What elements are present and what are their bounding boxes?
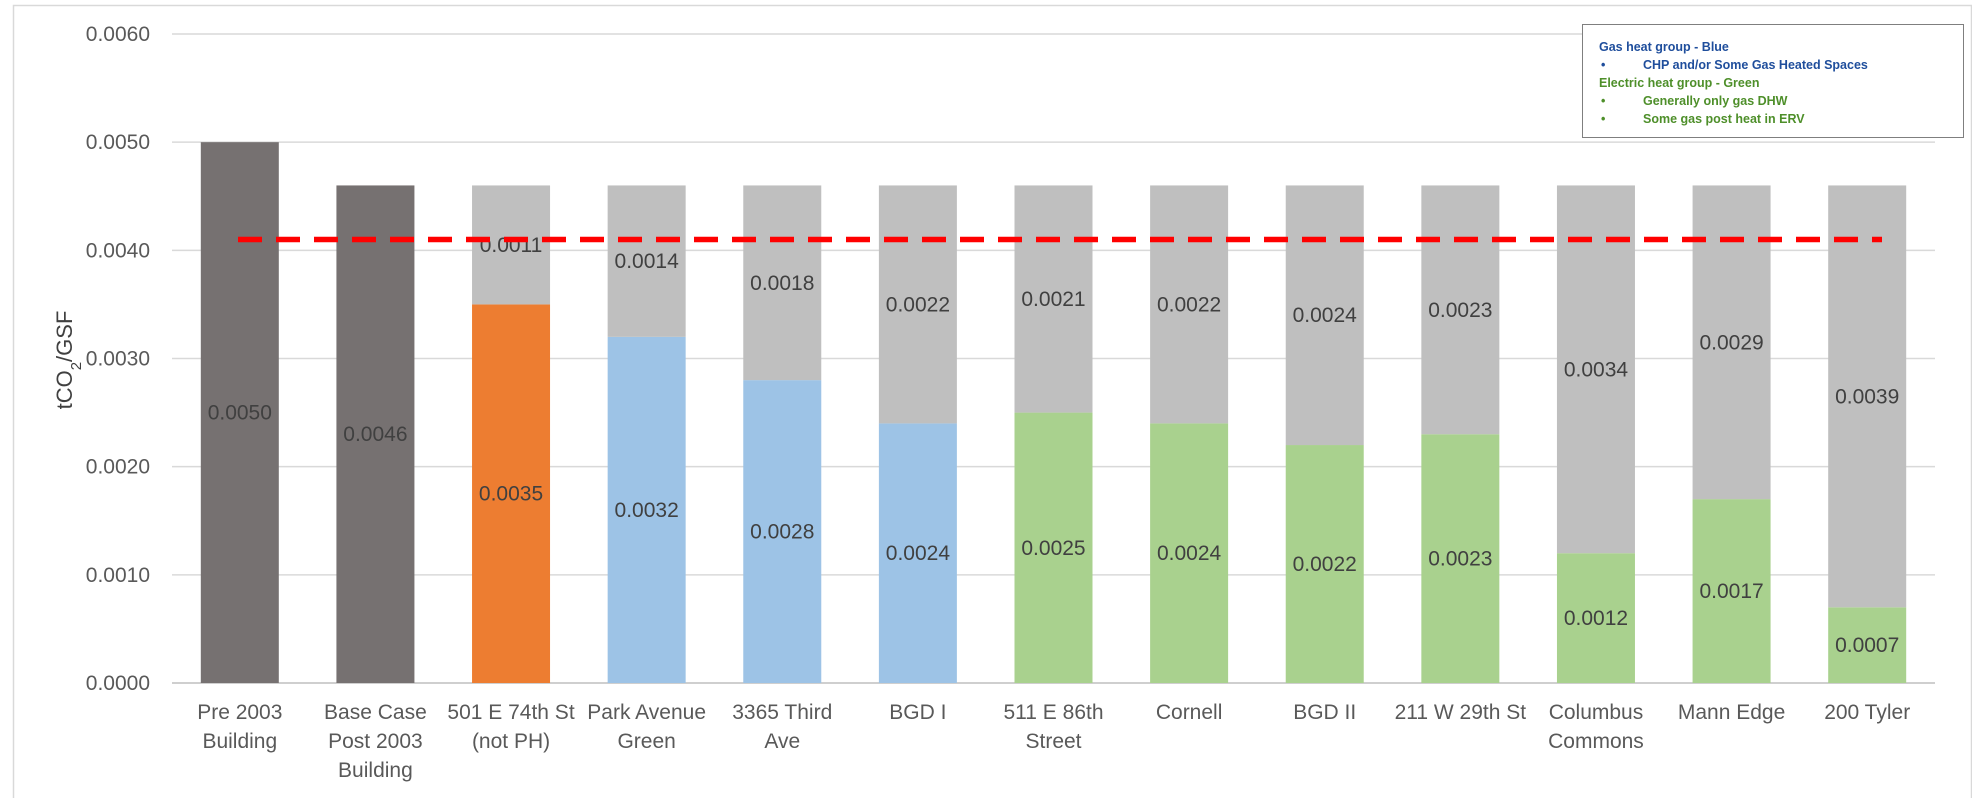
data-label-top: 0.0014 [615, 250, 680, 273]
legend-text: Some gas post heat in ERV [1643, 112, 1805, 126]
bar-top [472, 185, 551, 305]
bar-bottom [1150, 423, 1229, 683]
data-label-bottom: 0.0007 [1835, 634, 1899, 657]
data-label-bottom: 0.0012 [1564, 607, 1628, 630]
x-tick-label: Columbus Commons [1548, 701, 1644, 753]
y-axis-title: tCO2/GSF [52, 311, 85, 410]
y-tick-label: 0.0050 [86, 131, 150, 154]
data-label-top: 0.0029 [1699, 331, 1763, 354]
legend-text: CHP and/or Some Gas Heated Spaces [1643, 58, 1868, 72]
bar-bottom [878, 423, 957, 683]
bar-bottom [1421, 434, 1500, 683]
bar-bottom [1692, 499, 1771, 683]
y-tick-label: 0.0030 [86, 348, 150, 371]
bar-bottom [472, 304, 551, 683]
x-tick-label: 511 E 86th Street [1003, 701, 1103, 753]
legend-entry: Electric heat group - Green [1599, 74, 1963, 92]
x-tick-label: 211 W 29th St [1395, 701, 1527, 724]
x-tick-label: Cornell [1156, 701, 1223, 724]
data-label-top: 0.0023 [1428, 299, 1492, 322]
x-tick-label: BGD II [1293, 701, 1356, 724]
x-tick-label: Pre 2003 Building [197, 701, 282, 753]
y-tick-label: 0.0010 [86, 564, 150, 587]
legend-entry: • Generally only gas DHW [1599, 92, 1963, 110]
bar-bottom [1014, 412, 1093, 683]
bar-top [1285, 185, 1364, 446]
x-tick-label: Base Case Post 2003 Building [324, 701, 427, 782]
bar-bottom [743, 380, 822, 683]
data-label-bottom: 0.0024 [886, 542, 951, 565]
x-tick-label: Park Avenue Green [587, 701, 706, 753]
y-tick-label: 0.0000 [86, 672, 150, 695]
data-label-top: 0.0022 [1157, 293, 1221, 316]
y-tick-label: 0.0020 [86, 456, 150, 479]
data-label-top: 0.0024 [1293, 304, 1358, 327]
legend-text: Electric heat group - Green [1599, 76, 1760, 90]
data-label-bottom: 0.0046 [343, 423, 407, 446]
legend-entry: Gas heat group - Blue [1599, 38, 1963, 56]
data-label-bottom: 0.0032 [615, 499, 679, 522]
bar-top [1556, 185, 1635, 554]
x-tick-label: 501 E 74th St (not PH) [447, 701, 574, 753]
legend: Gas heat group - Blue • CHP and/or Some Ga… [1582, 24, 1964, 138]
bar-top [743, 185, 822, 381]
x-tick-label: 3365 Third Ave [732, 701, 832, 753]
bar-top [1828, 185, 1907, 608]
bar-bottom [1285, 445, 1364, 683]
data-label-bottom: 0.0028 [750, 521, 814, 544]
bar-bottom [336, 185, 415, 683]
bar-top [878, 185, 957, 424]
bar-bottom [607, 336, 686, 683]
data-label-bottom: 0.0025 [1021, 537, 1085, 560]
data-label-top: 0.0021 [1021, 288, 1085, 311]
data-label-top: 0.0034 [1564, 358, 1629, 381]
data-label-bottom: 0.0035 [479, 483, 543, 506]
bar-top [1421, 185, 1500, 435]
legend-text: Gas heat group - Blue [1599, 40, 1729, 54]
y-tick-label: 0.0060 [86, 23, 150, 46]
legend-text: Generally only gas DHW [1643, 94, 1788, 108]
x-tick-label: BGD I [889, 701, 946, 724]
data-label-top: 0.0039 [1835, 385, 1899, 408]
bullet-icon: • [1601, 112, 1606, 126]
bar-top [607, 185, 686, 337]
bar-bottom [200, 142, 279, 683]
data-label-bottom: 0.0017 [1699, 580, 1763, 603]
bar-top [1150, 185, 1229, 424]
legend-entry: • Some gas post heat in ERV [1599, 110, 1963, 128]
data-label-bottom: 0.0022 [1293, 553, 1357, 576]
data-label-top: 0.0018 [750, 272, 814, 295]
data-label-top: 0.0022 [886, 293, 950, 316]
legend-entry: • CHP and/or Some Gas Heated Spaces [1599, 56, 1963, 74]
x-tick-label: 200 Tyler [1824, 701, 1910, 724]
data-label-bottom: 0.0050 [208, 402, 272, 425]
bullet-icon: • [1601, 58, 1606, 72]
bar-bottom [1828, 607, 1907, 683]
bar-top [1014, 185, 1093, 413]
x-tick-label: Mann Edge [1678, 701, 1785, 724]
data-label-bottom: 0.0024 [1157, 542, 1222, 565]
data-label-bottom: 0.0023 [1428, 548, 1492, 571]
bullet-icon: • [1601, 94, 1606, 108]
bar-bottom [1556, 553, 1635, 683]
y-tick-label: 0.0040 [86, 239, 150, 262]
